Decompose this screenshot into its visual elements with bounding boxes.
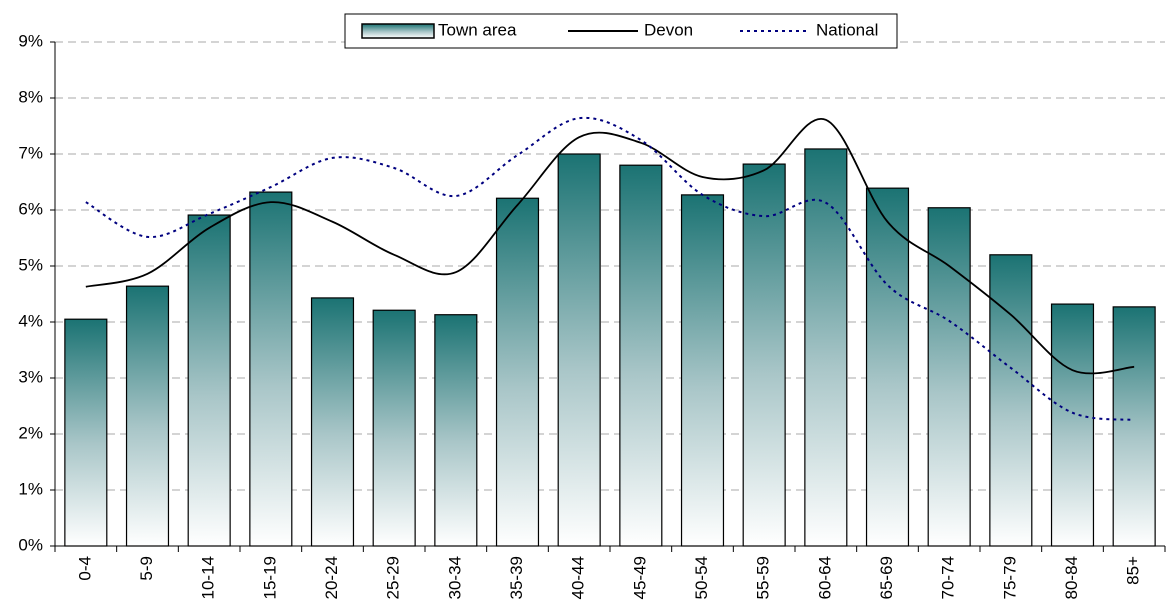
x-tick-label: 35-39: [507, 556, 526, 599]
x-tick-label: 15-19: [260, 556, 279, 599]
y-tick-label: 3%: [18, 367, 43, 386]
bar: [495, 197, 540, 547]
legend-label: Town area: [438, 20, 517, 39]
y-tick-label: 2%: [18, 423, 43, 442]
y-tick-label: 7%: [18, 143, 43, 162]
y-tick-label: 4%: [18, 311, 43, 330]
x-tick-label: 45-49: [630, 556, 649, 599]
bar: [804, 148, 848, 547]
x-tick-label: 55-59: [754, 556, 773, 599]
bar: [619, 164, 663, 547]
bar: [187, 214, 231, 547]
bar: [372, 309, 416, 547]
y-tick-label: 5%: [18, 255, 43, 274]
bar: [64, 318, 108, 547]
x-tick-label: 30-34: [445, 556, 464, 599]
y-tick-label: 9%: [18, 31, 43, 50]
x-tick-label: 5-9: [137, 556, 156, 581]
bar: [310, 297, 355, 547]
x-tick-label: 60-64: [815, 556, 834, 599]
bar: [865, 187, 910, 547]
y-tick-label: 8%: [18, 87, 43, 106]
bar: [249, 191, 293, 547]
y-tick-label: 1%: [18, 479, 43, 498]
x-tick-label: 80-84: [1062, 556, 1081, 599]
bar: [742, 163, 786, 547]
line-2: [85, 116, 1135, 421]
bar: [125, 285, 170, 547]
x-tick-label: 20-24: [322, 556, 341, 599]
x-tick-label: 75-79: [1000, 556, 1019, 599]
x-tick-label: 70-74: [939, 556, 958, 599]
y-tick-label: 0%: [18, 535, 43, 554]
x-tick-label: 25-29: [384, 556, 403, 599]
x-tick-label: 0-4: [75, 556, 94, 581]
x-tick-label: 40-44: [569, 556, 588, 599]
bar: [680, 194, 725, 547]
line-1: [85, 118, 1135, 375]
bar: [434, 314, 478, 547]
bar: [989, 254, 1033, 547]
legend-swatch: [361, 23, 435, 39]
legend-label: National: [816, 20, 878, 39]
bar: [1112, 306, 1156, 547]
x-tick-label: 65-69: [877, 556, 896, 599]
x-tick-label: 10-14: [199, 556, 218, 599]
legend-label: Devon: [644, 20, 693, 39]
bar: [557, 153, 601, 547]
x-tick-label: 85+: [1124, 556, 1143, 585]
x-tick-label: 50-54: [692, 556, 711, 599]
bar: [1050, 303, 1095, 547]
y-tick-label: 6%: [18, 199, 43, 218]
bar: [927, 207, 971, 547]
